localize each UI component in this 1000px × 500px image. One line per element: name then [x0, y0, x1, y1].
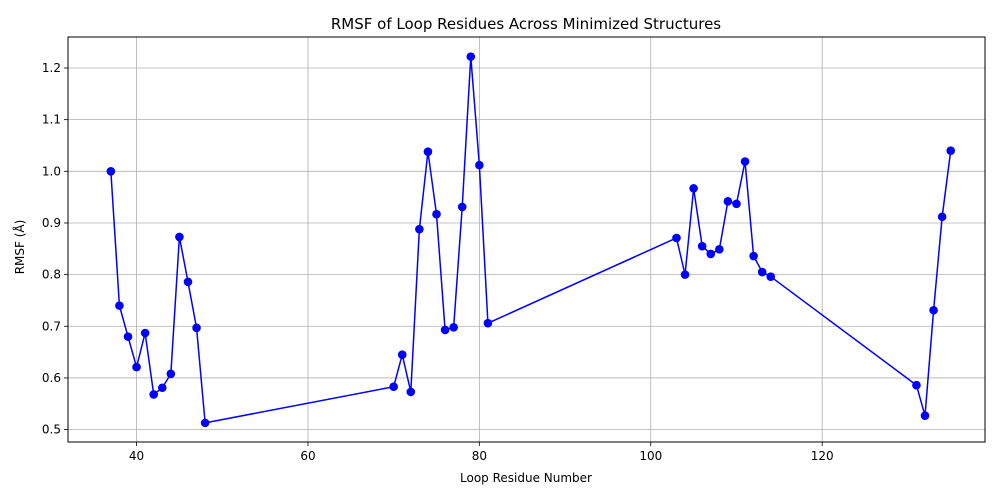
data-point	[697, 241, 707, 251]
x-tick-label: 60	[300, 449, 315, 463]
data-point	[740, 157, 750, 166]
data-point	[183, 277, 193, 287]
gridlines	[68, 37, 985, 442]
data-point	[166, 369, 176, 379]
data-point	[706, 249, 716, 259]
data-point	[132, 362, 141, 372]
data-point	[715, 245, 724, 254]
data-point	[929, 305, 938, 315]
data-point	[723, 196, 733, 206]
data-point	[140, 328, 150, 338]
data-point	[449, 323, 458, 332]
x-tick-label: 40	[129, 449, 144, 463]
data-point	[732, 199, 741, 209]
data-point	[457, 202, 467, 212]
data-point	[680, 270, 690, 279]
data-point	[912, 380, 921, 390]
plot-frame	[67, 36, 986, 443]
data-point	[440, 325, 450, 335]
data-point	[406, 387, 416, 397]
x-axis-label: Loop Residue Number	[460, 471, 592, 485]
data-point	[757, 267, 767, 277]
data-point	[466, 52, 476, 61]
data-point	[200, 418, 210, 428]
y-tick-label: 1.2	[42, 61, 61, 75]
data-point	[475, 160, 484, 170]
y-tick-label: 0.9	[42, 216, 61, 230]
data-point	[432, 209, 441, 219]
data-point	[106, 167, 116, 176]
data-point	[115, 301, 124, 310]
data-point	[192, 323, 201, 333]
y-tick-label: 0.7	[42, 319, 61, 333]
data-point	[123, 332, 133, 341]
data-point	[946, 146, 956, 155]
data-point	[483, 318, 493, 328]
data-point	[672, 233, 681, 243]
x-tick-label: 80	[472, 449, 487, 463]
data-point	[389, 382, 398, 392]
y-tick-label: 1.1	[42, 113, 61, 127]
data-point	[937, 212, 947, 222]
x-tick-label: 100	[639, 449, 662, 463]
data-point	[149, 390, 159, 399]
data-point	[689, 184, 698, 193]
y-tick-label: 1.0	[42, 164, 61, 178]
data-point	[423, 147, 433, 156]
axis-ticks: 40 60 80 100 120 0.5 0.6 0.7 0.8 0.9 1.0 1.1 1.2	[42, 61, 834, 463]
data-point	[749, 251, 758, 261]
y-tick-label: 0.6	[42, 371, 61, 385]
data-point	[175, 232, 184, 242]
y-tick-label: 0.8	[42, 268, 61, 282]
data-point	[920, 411, 930, 420]
data-point	[415, 224, 424, 234]
y-tick-label: 0.5	[42, 423, 61, 437]
y-axis-label: RMSF (Å)	[12, 220, 27, 275]
series-layer	[106, 52, 956, 428]
data-point	[157, 383, 167, 393]
chart-title: RMSF of Loop Residues Across Minimized S…	[331, 15, 721, 33]
x-tick-label: 120	[811, 449, 834, 463]
series-line	[110, 55, 952, 424]
data-point	[397, 350, 407, 359]
data-point	[766, 272, 776, 281]
